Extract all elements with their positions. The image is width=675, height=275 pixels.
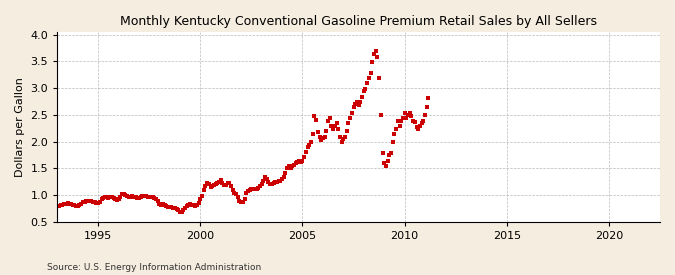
Title: Monthly Kentucky Conventional Gasoline Premium Retail Sales by All Sellers: Monthly Kentucky Conventional Gasoline P… (120, 15, 597, 28)
Y-axis label: Dollars per Gallon: Dollars per Gallon (15, 77, 25, 177)
Text: Source: U.S. Energy Information Administration: Source: U.S. Energy Information Administ… (47, 263, 261, 272)
